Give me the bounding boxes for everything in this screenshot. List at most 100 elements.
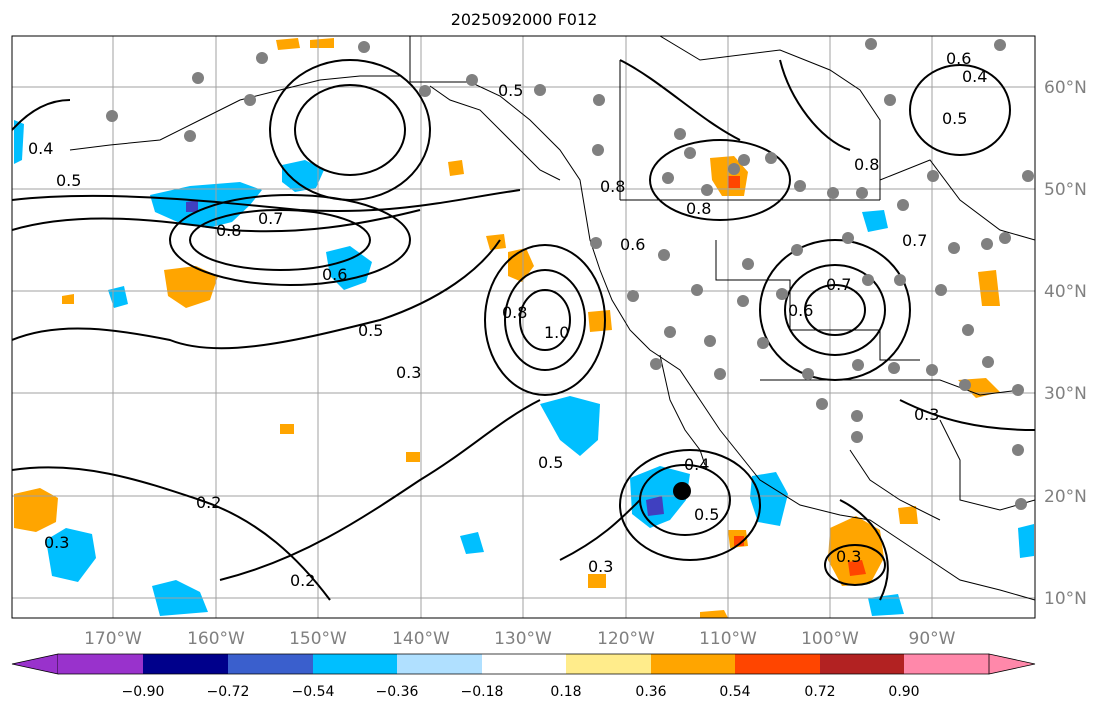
colorbar-swatch (482, 654, 566, 674)
contour-label: 0.7 (258, 209, 283, 228)
lat-label: 20°N (1044, 487, 1087, 507)
longitude-labels: 170°W 160°W 150°W 140°W 130°W 120°W 110°… (84, 629, 956, 649)
orange-region (700, 610, 728, 618)
contour-label: 0.7 (826, 275, 851, 294)
contour-label: 0.7 (902, 231, 927, 250)
colorbar-tick: 0.54 (719, 684, 750, 700)
red-region (728, 176, 740, 188)
orange-region (588, 574, 606, 588)
contour-label: 0.6 (946, 49, 971, 68)
contour-label: 0.8 (854, 155, 879, 174)
contour-label: 0.4 (684, 455, 709, 474)
contour-label: 0.3 (396, 363, 421, 382)
plot-title: 2025092000 F012 (450, 10, 598, 29)
orange-region (164, 266, 218, 308)
contour-label: 0.8 (216, 221, 241, 240)
lat-label: 30°N (1044, 384, 1087, 404)
contour-label: 0.3 (914, 405, 939, 424)
colorbar-tick: 0.36 (635, 684, 666, 700)
contour-label: 0.6 (788, 301, 813, 320)
cyan-region (460, 532, 484, 554)
lat-label: 40°N (1044, 282, 1087, 302)
lon-label: 120°W (597, 629, 655, 649)
lat-label: 60°N (1044, 78, 1087, 98)
contour-label: 0.6 (322, 265, 347, 284)
contour-label: 0.5 (498, 81, 523, 100)
orange-region (486, 234, 506, 250)
contour-label: 1.0 (544, 323, 569, 342)
cyan-region (1018, 524, 1034, 558)
cyan-region (14, 120, 24, 164)
cyan-region (282, 160, 324, 192)
cyan-region (150, 182, 262, 228)
contour-label: 0.3 (44, 533, 69, 552)
lon-label: 90°W (909, 629, 956, 649)
contour-label: 0.2 (290, 571, 315, 590)
orange-region (276, 38, 300, 50)
colorbar-swatch (58, 654, 143, 674)
colorbar-tick: −0.54 (292, 684, 335, 700)
colorbar-swatch (820, 654, 904, 674)
orange-region (448, 160, 464, 176)
orange-region (898, 506, 918, 524)
colorbar-swatch (651, 654, 735, 674)
dark-blue-region (186, 200, 198, 212)
colorbar-extend-max (988, 653, 1036, 675)
orange-region (62, 294, 74, 304)
colorbar-swatch (397, 654, 482, 674)
contour-label: 0.6 (620, 235, 645, 254)
contour-label: 0.3 (588, 557, 613, 576)
lon-label: 170°W (84, 629, 142, 649)
contour-lines (12, 59, 1035, 601)
contour-label: 0.8 (502, 303, 527, 322)
contour-label: 0.5 (942, 109, 967, 128)
lon-label: 110°W (699, 629, 757, 649)
colorbar-tick: 0.72 (804, 684, 835, 700)
colorbar: −0.90 −0.72 −0.54 −0.36 −0.18 0.18 0.36 … (11, 653, 1036, 700)
contour-label: 0.5 (358, 321, 383, 340)
shaded-areas (14, 38, 1034, 618)
cyan-region (326, 246, 372, 290)
cyan-region (862, 210, 888, 232)
colorbar-swatch (143, 654, 228, 674)
colorbar-tick: 0.90 (888, 684, 919, 700)
colorbar-tick: −0.90 (122, 684, 165, 700)
red-region (848, 560, 866, 576)
orange-region (588, 310, 612, 332)
map-frame (11, 35, 1036, 619)
contour-label: 0.8 (600, 177, 625, 196)
contour-label: 0.3 (836, 547, 861, 566)
colorbar-extend-min (11, 653, 59, 675)
lon-label: 130°W (494, 629, 552, 649)
colorbar-swatch (228, 654, 313, 674)
contour-label: 0.8 (686, 199, 711, 218)
cyan-region (46, 528, 96, 582)
colorbar-tick: −0.36 (376, 684, 419, 700)
orange-region (310, 38, 334, 48)
contour-label: 0.5 (538, 453, 563, 472)
latitude-labels: 60°N 50°N 40°N 30°N 20°N 10°N (1044, 78, 1087, 609)
colorbar-tick: −0.72 (207, 684, 250, 700)
lat-label: 10°N (1044, 589, 1087, 609)
station-points (106, 38, 1034, 510)
contour-label: 0.5 (56, 171, 81, 190)
lon-label: 140°W (392, 629, 450, 649)
colorbar-swatch (566, 654, 651, 674)
orange-region (508, 248, 534, 282)
lon-label: 160°W (187, 629, 245, 649)
contour-label: 0.2 (196, 493, 221, 512)
cyan-region (868, 594, 904, 616)
colorbar-swatch (313, 654, 397, 674)
orange-region (978, 270, 1000, 306)
colorbar-tick: −0.18 (461, 684, 504, 700)
gridlines (12, 36, 1035, 618)
lon-label: 100°W (801, 629, 859, 649)
orange-region (406, 452, 420, 462)
orange-region (14, 488, 58, 532)
colorbar-tick: 0.18 (550, 684, 581, 700)
storm-center-marker (673, 482, 691, 500)
colorbar-swatch (735, 654, 820, 674)
contour-label: 0.4 (962, 67, 987, 86)
contour-label: 0.5 (694, 505, 719, 524)
